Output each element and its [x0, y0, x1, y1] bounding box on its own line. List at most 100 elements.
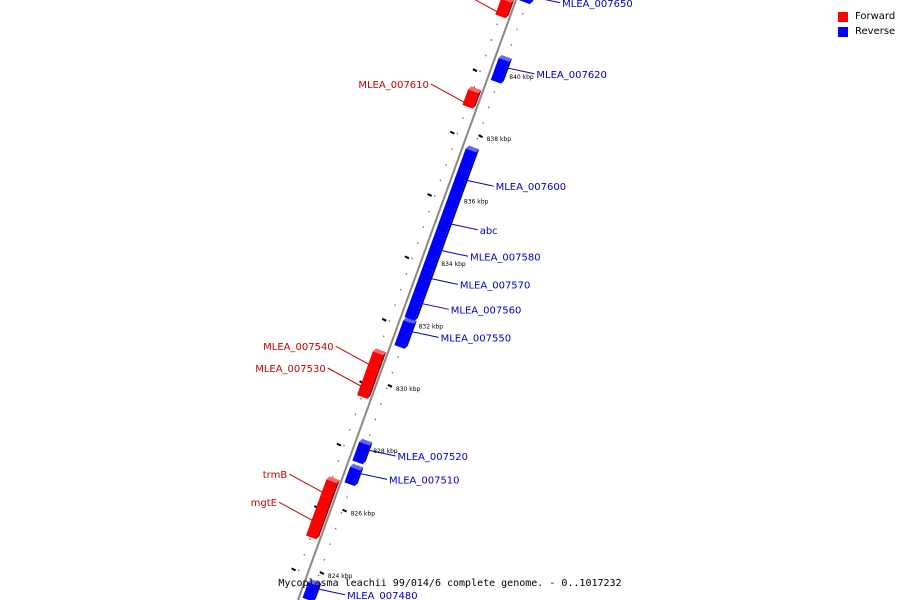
scale-tick-label: 824 kbp [328, 573, 353, 580]
strand-legend: Forward Reverse [838, 9, 895, 39]
ruler-dot [462, 117, 464, 119]
gene-label-leader [465, 179, 494, 187]
scale-tick [319, 571, 325, 575]
ruler-dot [476, 137, 479, 140]
gene-label: MLEA_007560 [451, 305, 522, 316]
gene-label: MLEA_007650 [562, 0, 633, 10]
ruler-dot [292, 585, 294, 587]
gene-label: MLEA_007540 [263, 342, 334, 353]
ruler-dot [522, 13, 524, 15]
gene-box [352, 441, 370, 465]
gene-box [394, 320, 414, 349]
minor-tick [404, 255, 410, 260]
gene-label: MLEA_007510 [389, 475, 460, 486]
ruler-dot [456, 132, 459, 135]
ruler-dot [482, 122, 484, 124]
gene-box-side [362, 442, 373, 465]
gene-label: MLEA_007570 [460, 280, 531, 291]
gene-box [434, 214, 453, 240]
gene-label-leader [474, 0, 498, 13]
gene-box-side [452, 149, 480, 218]
gene-label: MLEA_007600 [496, 182, 567, 193]
gene-box-top [359, 438, 373, 446]
gene-label-leader [327, 367, 361, 387]
ruler-dot [386, 387, 388, 389]
gene-box-side [472, 90, 482, 109]
gene-box [462, 89, 479, 109]
minor-tick [381, 317, 387, 322]
gene-box-top [498, 55, 512, 62]
scale-tick-label: 832 kbp [419, 323, 444, 330]
ruler-dot [479, 70, 481, 72]
ruler-dot [490, 39, 493, 41]
gene-box-top [468, 86, 482, 94]
ruler-dot [383, 335, 385, 338]
ruler-dot [380, 403, 382, 405]
scale-tick [387, 383, 393, 388]
ruler-dot [369, 434, 371, 436]
gene-label-leader [429, 277, 458, 285]
genome-caption: Mycoplasma leachii 99/014/6 complete gen… [278, 578, 622, 589]
ruler-dot [303, 554, 306, 556]
gene-label: MLEA_007640 [391, 0, 462, 1]
gene-box [344, 466, 361, 487]
ruler-dot [422, 226, 425, 228]
gene-box-side [313, 582, 322, 600]
gene-box-side [501, 58, 512, 84]
ruler-dot [346, 496, 348, 499]
ruler-dot [488, 106, 490, 109]
ruler-dot [439, 179, 442, 182]
scale-tick-label: 830 kbp [396, 386, 421, 393]
gene-box-side [331, 480, 340, 499]
gene-box-side [377, 352, 387, 371]
gene-label: MLEA_007580 [470, 252, 541, 263]
gene-label: MLEA_007550 [441, 333, 512, 344]
gene-box [320, 479, 337, 499]
scale-tick-label: 828 kbp [373, 448, 398, 455]
ruler-dot [405, 273, 408, 275]
gene-labels: MLEA_007480 mgtE trmB MLEA_007510 MLEA_00752… [251, 0, 633, 600]
gene-label: MLEA_007620 [536, 70, 607, 81]
minor-tick [291, 567, 297, 572]
gene-box [490, 58, 509, 84]
gene-box [367, 351, 384, 371]
ruler-dot [343, 444, 345, 447]
gene-label-leader [358, 472, 388, 480]
ruler-dot [349, 429, 351, 431]
gene-label-leader [410, 330, 439, 338]
gene-box [357, 367, 378, 399]
gene-box-top [326, 476, 340, 484]
ruler-dot [388, 320, 391, 322]
ruler-dot [510, 44, 513, 46]
gene-box-side [423, 267, 437, 296]
gene-box-side [505, 0, 515, 19]
minor-tick [336, 442, 342, 447]
ruler-dot [360, 398, 362, 400]
legend-forward: Forward [838, 9, 895, 24]
legend-reverse-label: Reverse [855, 26, 896, 37]
ruler-dot [318, 574, 320, 577]
ruler-dot [374, 418, 377, 421]
ruler-dot [340, 512, 343, 514]
gene-label: MLEA_007530 [255, 364, 326, 375]
ruler-dot [485, 54, 487, 57]
legend-forward-label: Forward [855, 11, 896, 22]
gene-box [302, 582, 319, 600]
scale-tick-label: 834 kbp [441, 261, 466, 268]
ruler-dot [329, 543, 331, 545]
gene-box-side [354, 467, 364, 487]
gene-box-side [433, 236, 448, 271]
ruler-dot [394, 304, 396, 306]
gene-features [302, 0, 534, 600]
scale-tick-label: 838 kbp [487, 136, 512, 143]
gene-box-top [504, 0, 514, 3]
gene-box-side [529, 0, 534, 5]
reverse-swatch [838, 26, 848, 37]
gene-label: abc [480, 226, 498, 237]
gene-box-side [414, 292, 427, 321]
ruler-dot [411, 257, 413, 260]
gene-box [413, 267, 434, 296]
gene-label-leader [430, 83, 465, 103]
ruler-dot [400, 288, 402, 291]
